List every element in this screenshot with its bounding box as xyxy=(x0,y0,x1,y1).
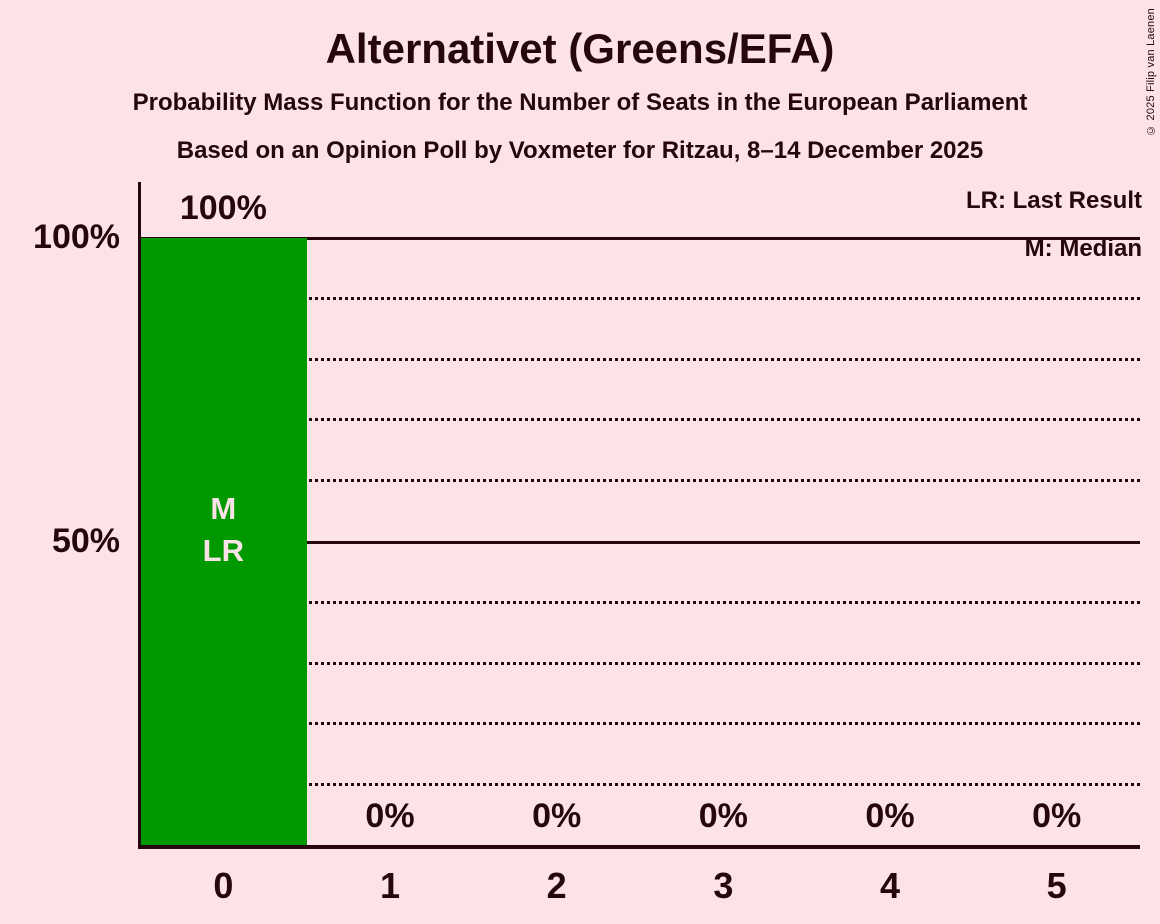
legend-last-result: LR: Last Result xyxy=(965,187,1142,214)
gridline-dotted-60pct xyxy=(140,479,1140,483)
bar-value-label-1: 0% xyxy=(365,797,415,835)
gridline-solid-50pct xyxy=(140,541,1140,544)
bar-value-label-5: 0% xyxy=(1032,797,1082,835)
gridline-dotted-90pct xyxy=(140,296,1140,300)
x-tick-label-5: 5 xyxy=(1046,865,1067,906)
x-tick-label-3: 3 xyxy=(713,865,734,906)
gridline-dotted-20pct xyxy=(140,722,1140,726)
gridline-solid-100pct xyxy=(140,237,1140,240)
bar-0 xyxy=(141,238,307,846)
y-tick-label-50%: 50% xyxy=(51,522,120,560)
gridline-dotted-30pct xyxy=(140,661,1140,665)
x-tick-label-1: 1 xyxy=(379,865,401,906)
bar-value-label-4: 0% xyxy=(865,797,915,835)
gridline-dotted-40pct xyxy=(140,600,1140,604)
bar-annotation-line: M xyxy=(210,491,237,526)
bar-value-label-0: 100% xyxy=(179,189,267,227)
bar-value-label-2: 0% xyxy=(532,797,582,835)
chart-source: Based on an Opinion Poll by Voxmeter for… xyxy=(176,137,984,164)
x-tick-label-0: 0 xyxy=(213,865,234,906)
bar-value-label-3: 0% xyxy=(698,797,748,835)
chart-title: Alternativet (Greens/EFA) xyxy=(325,25,835,72)
x-axis-line xyxy=(138,845,1140,849)
y-axis-line xyxy=(138,182,141,849)
bar-annotation-median-last-result: M LR xyxy=(153,488,293,572)
gridline-dotted-80pct xyxy=(140,357,1140,361)
legend-median: M: Median xyxy=(1024,235,1142,262)
x-tick-label-2: 2 xyxy=(546,865,567,906)
bar-annotation-line: LR xyxy=(202,533,244,568)
x-tick-label-4: 4 xyxy=(879,865,901,906)
gridline-dotted-70pct xyxy=(140,418,1140,422)
chart-subtitle: Probability Mass Function for the Number… xyxy=(132,89,1028,116)
y-tick-label-100%: 100% xyxy=(33,218,120,256)
gridline-dotted-10pct xyxy=(140,783,1140,787)
